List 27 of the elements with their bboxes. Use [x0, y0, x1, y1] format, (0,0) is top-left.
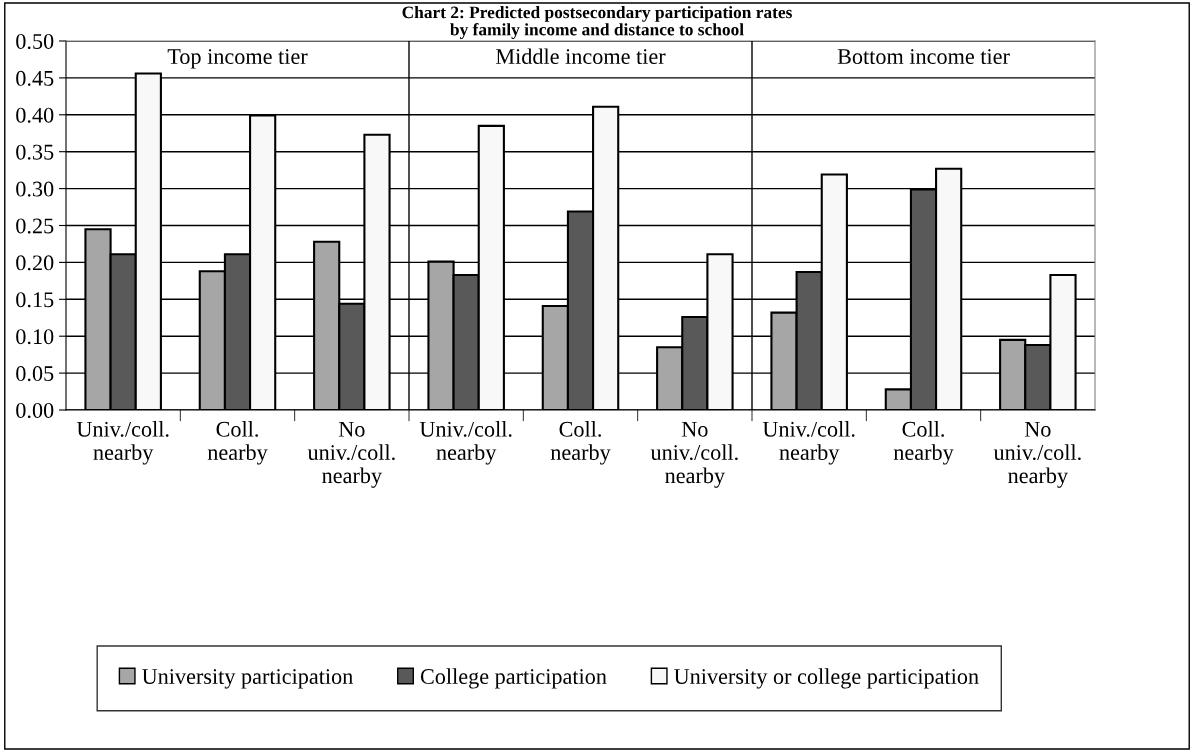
legend-label: University or college participation	[674, 668, 979, 689]
chart-title: Chart 2: Predicted postsecondary participation rates by family income and distance to school	[402, 6, 792, 39]
y-tick-label: 0.40	[16, 107, 54, 123]
y-tick-label: 0.10	[16, 329, 54, 345]
x-tick-label: Univ./coll. nearby	[419, 421, 512, 465]
y-tick-label: 0.50	[16, 33, 54, 50]
y-tick-label: 0.15	[16, 292, 54, 308]
x-tick-label: Coll. nearby	[207, 421, 268, 465]
annotation: Middle income tier	[495, 48, 666, 65]
y-tick-label: 0.35	[16, 144, 54, 160]
x-tick-label: Univ./coll. nearby	[76, 421, 169, 465]
y-tick-label: 0.45	[16, 70, 54, 86]
x-tick-label: Coll. nearby	[893, 421, 954, 465]
y-tick-label: 0.25	[16, 218, 54, 234]
y-tick-label: 0.00	[16, 402, 54, 419]
y-tick-label: 0.05	[16, 366, 54, 382]
x-tick-label: No univ./coll. nearby	[307, 421, 395, 488]
annotation: Bottom income tier	[837, 49, 1010, 65]
x-tick-label: No univ./coll. nearby	[993, 421, 1081, 488]
legend-label: College participation	[420, 668, 607, 689]
y-tick-label: 0.30	[16, 181, 54, 197]
x-tick-label: No univ./coll. nearby	[650, 421, 738, 488]
x-tick-label: Coll. nearby	[550, 421, 611, 465]
x-tick-label: Univ./coll. nearby	[762, 421, 855, 465]
y-tick-label: 0.20	[16, 255, 54, 271]
legend-label: University participation	[142, 669, 353, 689]
annotation: Top income tier	[167, 49, 308, 69]
